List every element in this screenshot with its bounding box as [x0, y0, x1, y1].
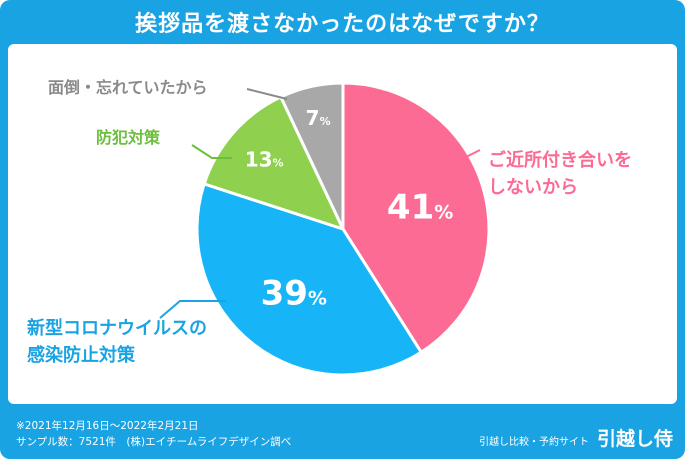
- percent-label-0: 41%: [387, 187, 453, 227]
- leader-line-0: [439, 149, 481, 171]
- brand: 引越し比較・予約サイト 引越し侍: [479, 424, 673, 451]
- percent-label-1: 39%: [261, 273, 327, 313]
- pie-slice-1: [195, 181, 424, 377]
- survey-period: ※2021年12月16日～2022年2月21日: [16, 420, 199, 432]
- chart-title: 挨拶品を渡さなかったのはなぜですか？: [135, 12, 550, 37]
- leader-line-3: [246, 88, 288, 100]
- label-leader-lines: [159, 88, 481, 319]
- percent-labels: 41% 39% 13% 7%: [245, 106, 454, 313]
- category-label-0-line-1: しないから: [488, 177, 578, 198]
- leader-line-2: [191, 144, 232, 159]
- category-label-3-line-0: 面倒・忘れていたから: [48, 78, 208, 97]
- brand-subtitle: 引越し比較・予約サイト: [478, 437, 589, 448]
- pie-slices: [195, 81, 491, 377]
- category-label-0-line-0: ご近所付き合いを: [488, 149, 632, 171]
- sample-size-note: サンプル数：7521件 (株)エイチームライフデザイン調べ: [16, 436, 292, 448]
- brand-logo: 引越し侍: [596, 428, 673, 450]
- leader-line-1: [159, 300, 226, 319]
- title-bar: 挨拶品を渡さなかったのはなぜですか？: [0, 0, 685, 44]
- category-label-1-line-0: 新型コロナウイルスの: [27, 317, 207, 339]
- category-label-2-line-0: 防犯対策: [96, 128, 161, 147]
- percent-label-2: 13%: [245, 147, 284, 171]
- category-label-1-line-1: 感染防止対策: [27, 344, 136, 366]
- pie-slice-2: [202, 94, 346, 232]
- percent-label-3: 7%: [306, 106, 331, 130]
